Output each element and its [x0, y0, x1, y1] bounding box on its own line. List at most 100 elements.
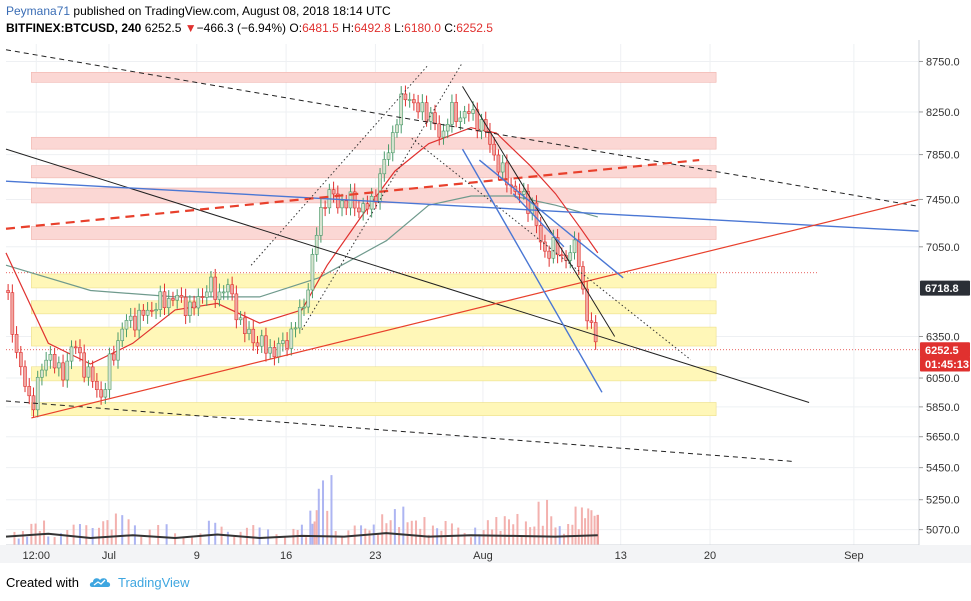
x-tick-label: 13 — [615, 550, 627, 562]
candle-body — [61, 362, 65, 381]
volume-bar — [406, 522, 409, 545]
trendline-dotted-black-6[interactable] — [250, 64, 430, 266]
candle-body — [572, 239, 577, 254]
volume-bar — [402, 506, 405, 545]
candle-body — [188, 301, 192, 317]
y-tick-label: 8750.0 — [926, 56, 960, 68]
volume-bar — [580, 507, 583, 545]
candle-body — [226, 284, 230, 293]
candle-body — [27, 386, 32, 397]
volume-bar — [491, 529, 494, 545]
candle-body — [437, 123, 442, 138]
price-label-bg-0 — [920, 280, 970, 296]
candle-body — [382, 159, 387, 175]
candle-body — [255, 342, 260, 347]
candle-body — [217, 291, 222, 300]
candle-body — [44, 359, 48, 371]
price-change: −466.3 (−6.94%) — [196, 21, 287, 35]
candle-body — [462, 111, 467, 119]
trendline-solid-blue-11[interactable] — [478, 159, 624, 279]
y-tick-label: 5070.0 — [926, 525, 960, 537]
candle-body — [297, 307, 302, 329]
trendline-solid-black-9[interactable] — [462, 86, 616, 337]
volume-bar — [91, 528, 94, 545]
tradingview-brand[interactable]: TradingView — [118, 575, 190, 590]
x-tick-label: Sep — [844, 550, 864, 562]
trendlines[interactable] — [5, 49, 920, 462]
candle-body — [65, 360, 70, 381]
candle-body — [543, 241, 547, 252]
candle-body — [69, 346, 74, 362]
volume-bar — [258, 527, 261, 545]
candle-body — [403, 93, 408, 101]
author-link[interactable]: Peymana71 — [6, 4, 71, 18]
volume-bar — [17, 538, 20, 545]
candle-body — [521, 191, 526, 195]
support-zone-5 — [31, 273, 717, 289]
candle-body — [450, 102, 454, 125]
time-axis[interactable]: 12:00 Jul 9 16 23 Aug 13 20 Sep — [0, 544, 971, 563]
volume-bar — [440, 530, 443, 545]
trendline-solid-blue-10[interactable] — [461, 148, 603, 393]
candle-body — [40, 369, 44, 378]
trendline-dashed-black-1[interactable] — [5, 400, 793, 462]
time-axis-band — [0, 545, 971, 563]
ohlc-line: BITFINEX:BTCUSD, 240 6252.5 ▼−466.3 (−6.… — [6, 20, 493, 37]
trendline-dashed-black-0[interactable] — [5, 49, 920, 207]
volume-bar — [486, 520, 489, 545]
volume-bar — [322, 480, 325, 545]
trendline-solid-blue-12[interactable] — [512, 193, 565, 248]
candle-body — [238, 317, 243, 321]
trendline-dashed-red-5[interactable] — [5, 158, 700, 230]
candle-body — [200, 296, 205, 298]
volume-bar — [410, 520, 413, 545]
volume-bar — [507, 519, 510, 545]
candle-body — [331, 189, 336, 195]
volume-bar — [596, 514, 599, 545]
trendline-solid-blue-3[interactable] — [5, 180, 920, 232]
candle-body — [95, 380, 99, 391]
price-label-0: 6718.8 — [925, 283, 959, 295]
volume-bar — [47, 536, 50, 545]
volume-bar — [305, 537, 308, 545]
volume-bar — [26, 536, 29, 545]
volume-bar — [376, 533, 379, 545]
candle-body — [103, 389, 108, 398]
resistance-zone-0 — [31, 72, 717, 83]
volume-bar — [85, 525, 88, 545]
support-zone-9 — [31, 402, 717, 417]
y-tick-label: 6050.0 — [926, 373, 960, 385]
volume-bar — [444, 520, 447, 545]
symbol-label[interactable]: BITFINEX:BTCUSD, 240 — [6, 21, 142, 35]
candle-body — [496, 154, 501, 173]
volume-bar — [239, 531, 242, 545]
chart-header: Peymana71 published on TradingView.com, … — [6, 3, 493, 37]
resistance-zone-4 — [31, 226, 717, 240]
resistance-zone-2 — [31, 165, 717, 179]
candle-body — [479, 119, 484, 132]
price-label-1: 6252.5 — [925, 345, 959, 357]
volume-bar — [233, 536, 236, 545]
volume-bar — [226, 531, 229, 545]
tradingview-cloud-icon[interactable] — [89, 576, 111, 588]
candle-body — [141, 309, 146, 316]
trendline-dotted-black-8[interactable] — [411, 137, 692, 361]
candle-body — [6, 290, 10, 293]
volume-bar — [317, 488, 320, 545]
candle-body — [534, 202, 539, 226]
trendline-solid-black-2[interactable] — [5, 148, 810, 403]
candle-body — [302, 306, 306, 309]
candle-body — [386, 152, 391, 160]
candle-body — [471, 109, 475, 114]
resistance-zone-1 — [31, 136, 717, 150]
y-tick-label: 5650.0 — [926, 432, 960, 444]
candle-body — [454, 102, 458, 122]
y-tick-label: 5250.0 — [926, 495, 960, 507]
trendline-solid-red-4[interactable] — [31, 198, 920, 419]
support-zone-7 — [31, 326, 717, 347]
candle-body — [247, 328, 251, 334]
candle-body — [306, 289, 311, 308]
candle-body — [458, 117, 463, 122]
volume-bar — [537, 501, 540, 545]
